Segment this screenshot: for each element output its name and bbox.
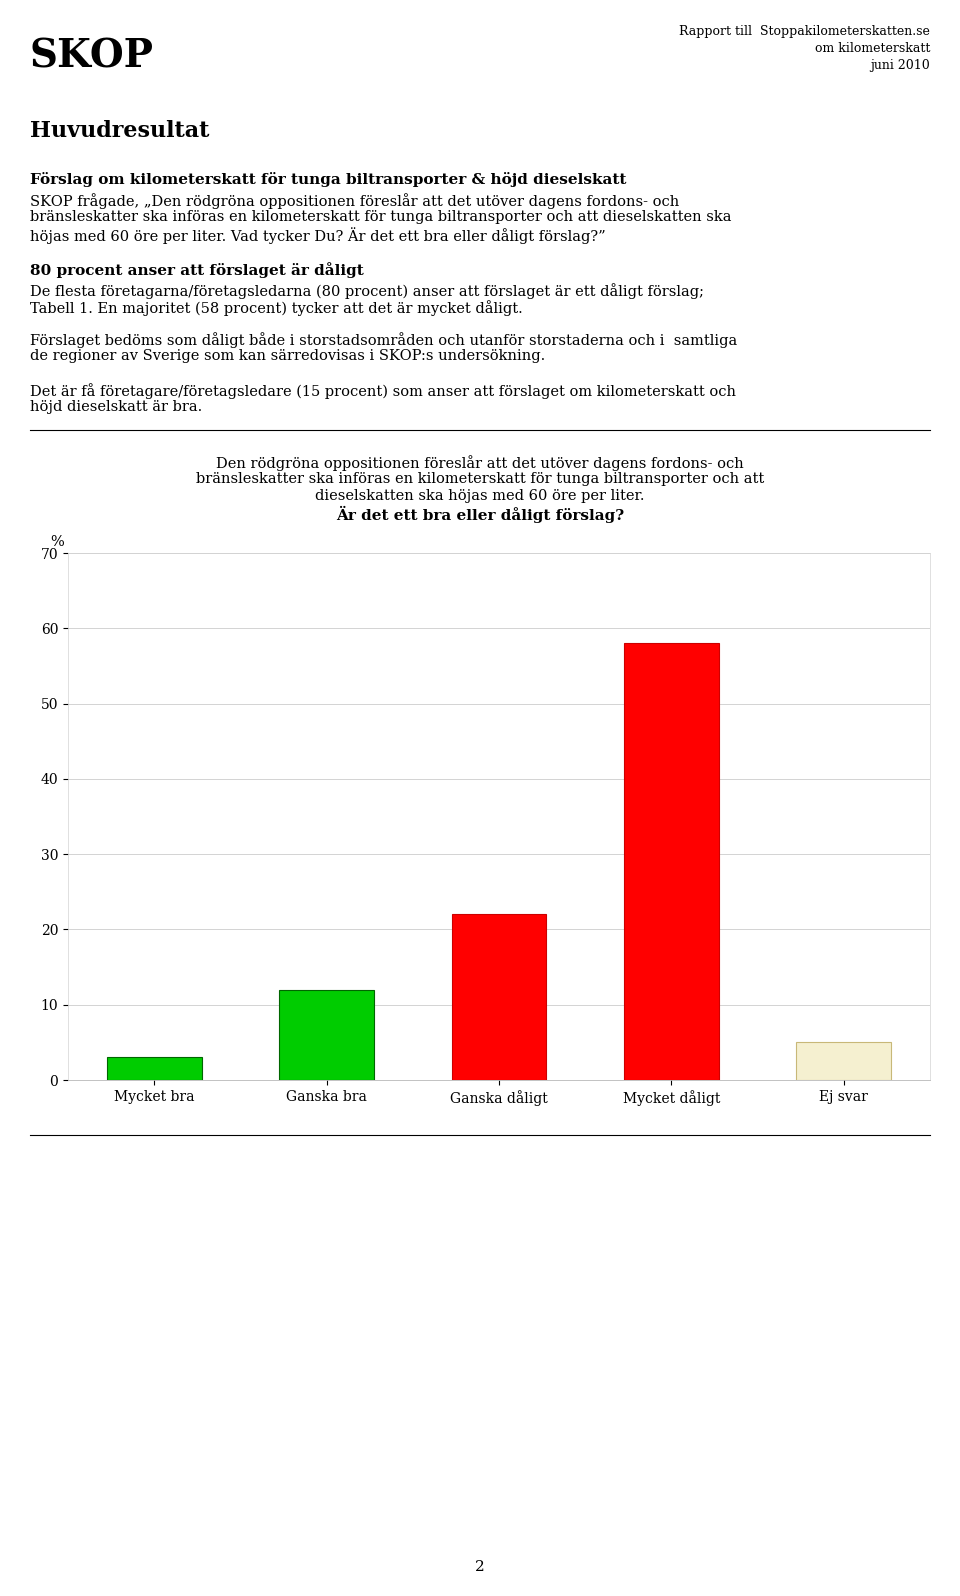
- Text: SKOP frågade, „Den rödgröna oppositionen föreslår att det utöver dagens fordons-: SKOP frågade, „Den rödgröna oppositionen…: [30, 193, 680, 209]
- Text: 2: 2: [475, 1559, 485, 1574]
- Text: Förslaget bedöms som dåligt både i storstadsområden och utanför storstaderna och: Förslaget bedöms som dåligt både i stors…: [30, 332, 737, 348]
- Text: Det är få företagare/företagsledare (15 procent) som anser att förslaget om kilo: Det är få företagare/företagsledare (15 …: [30, 383, 736, 399]
- Text: höjas med 60 öre per liter. Vad tycker Du? Är det ett bra eller dåligt förslag?”: höjas med 60 öre per liter. Vad tycker D…: [30, 227, 606, 244]
- Text: dieselskatten ska höjas med 60 öre per liter.: dieselskatten ska höjas med 60 öre per l…: [315, 488, 645, 503]
- Bar: [279, 990, 374, 1080]
- Bar: [107, 1058, 202, 1080]
- Text: Är det ett bra eller dåligt förslag?: Är det ett bra eller dåligt förslag?: [336, 506, 624, 523]
- Text: Rapport till  Stoppakilometerskatten.se: Rapport till Stoppakilometerskatten.se: [679, 26, 930, 38]
- Text: SKOP: SKOP: [30, 38, 154, 77]
- Text: höjd dieselskatt är bra.: höjd dieselskatt är bra.: [30, 401, 203, 413]
- Bar: [797, 1042, 891, 1080]
- Bar: [624, 643, 719, 1080]
- Text: bränsleskatter ska införas en kilometerskatt för tunga biltransporter och att di: bränsleskatter ska införas en kilometers…: [30, 211, 732, 223]
- Text: Förslag om kilometerskatt för tunga biltransporter & höjd dieselskatt: Förslag om kilometerskatt för tunga bilt…: [30, 172, 626, 187]
- Text: de regioner av Sverige som kan särredovisas i SKOP:s undersökning.: de regioner av Sverige som kan särredovi…: [30, 350, 545, 362]
- Text: De flesta företagarna/företagsledarna (80 procent) anser att förslaget är ett då: De flesta företagarna/företagsledarna (8…: [30, 282, 704, 298]
- Text: %: %: [50, 535, 63, 549]
- Text: om kilometerskatt: om kilometerskatt: [815, 41, 930, 54]
- Bar: [451, 915, 546, 1080]
- Text: juni 2010: juni 2010: [871, 59, 930, 72]
- Text: 80 procent anser att förslaget är dåligt: 80 procent anser att förslaget är dåligt: [30, 262, 364, 278]
- Text: bränsleskatter ska införas en kilometerskatt för tunga biltransporter och att: bränsleskatter ska införas en kilometers…: [196, 472, 764, 487]
- Text: Huvudresultat: Huvudresultat: [30, 120, 209, 142]
- Text: Den rödgröna oppositionen föreslår att det utöver dagens fordons- och: Den rödgröna oppositionen föreslår att d…: [216, 455, 744, 471]
- Text: Tabell 1. En majoritet (58 procent) tycker att det är mycket dåligt.: Tabell 1. En majoritet (58 procent) tyck…: [30, 300, 523, 316]
